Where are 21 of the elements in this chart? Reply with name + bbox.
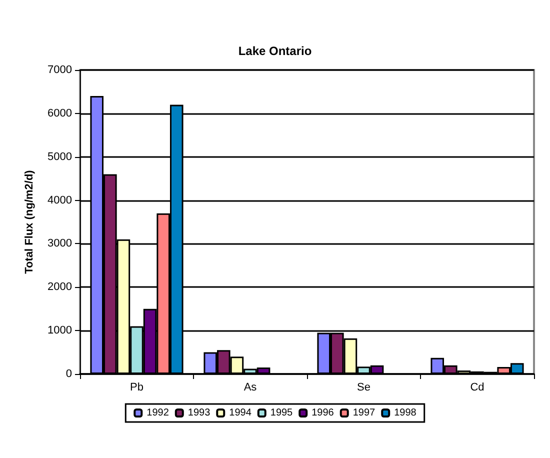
legend-label: 1997	[352, 408, 376, 418]
legend-label: 1994	[229, 408, 252, 418]
y-tick-label: 4000	[48, 194, 72, 206]
y-tick-label: 0	[66, 368, 72, 380]
y-tick-label: 1000	[48, 324, 72, 337]
legend-label: 1992	[146, 408, 170, 418]
x-tick-label: As	[244, 382, 258, 394]
x-tick-label: Se	[357, 382, 370, 394]
y-tick-label: 3000	[48, 238, 72, 250]
y-tick-label: 6000	[48, 107, 72, 120]
legend-label: 1998	[394, 408, 417, 418]
y-tick-label: 5000	[48, 150, 72, 163]
legend-label: 1996	[312, 408, 334, 418]
y-axis-title: Total Flux (ng/m2/d)	[24, 170, 36, 274]
x-tick-label: Cd	[470, 382, 484, 394]
chart-title: Lake Ontario	[238, 44, 312, 58]
y-tick-label: 7000	[48, 64, 72, 76]
legend-label: 1995	[270, 408, 294, 418]
y-tick-label: 2000	[48, 281, 72, 294]
legend-label: 1993	[188, 408, 211, 418]
x-tick-label: Pb	[130, 382, 144, 394]
